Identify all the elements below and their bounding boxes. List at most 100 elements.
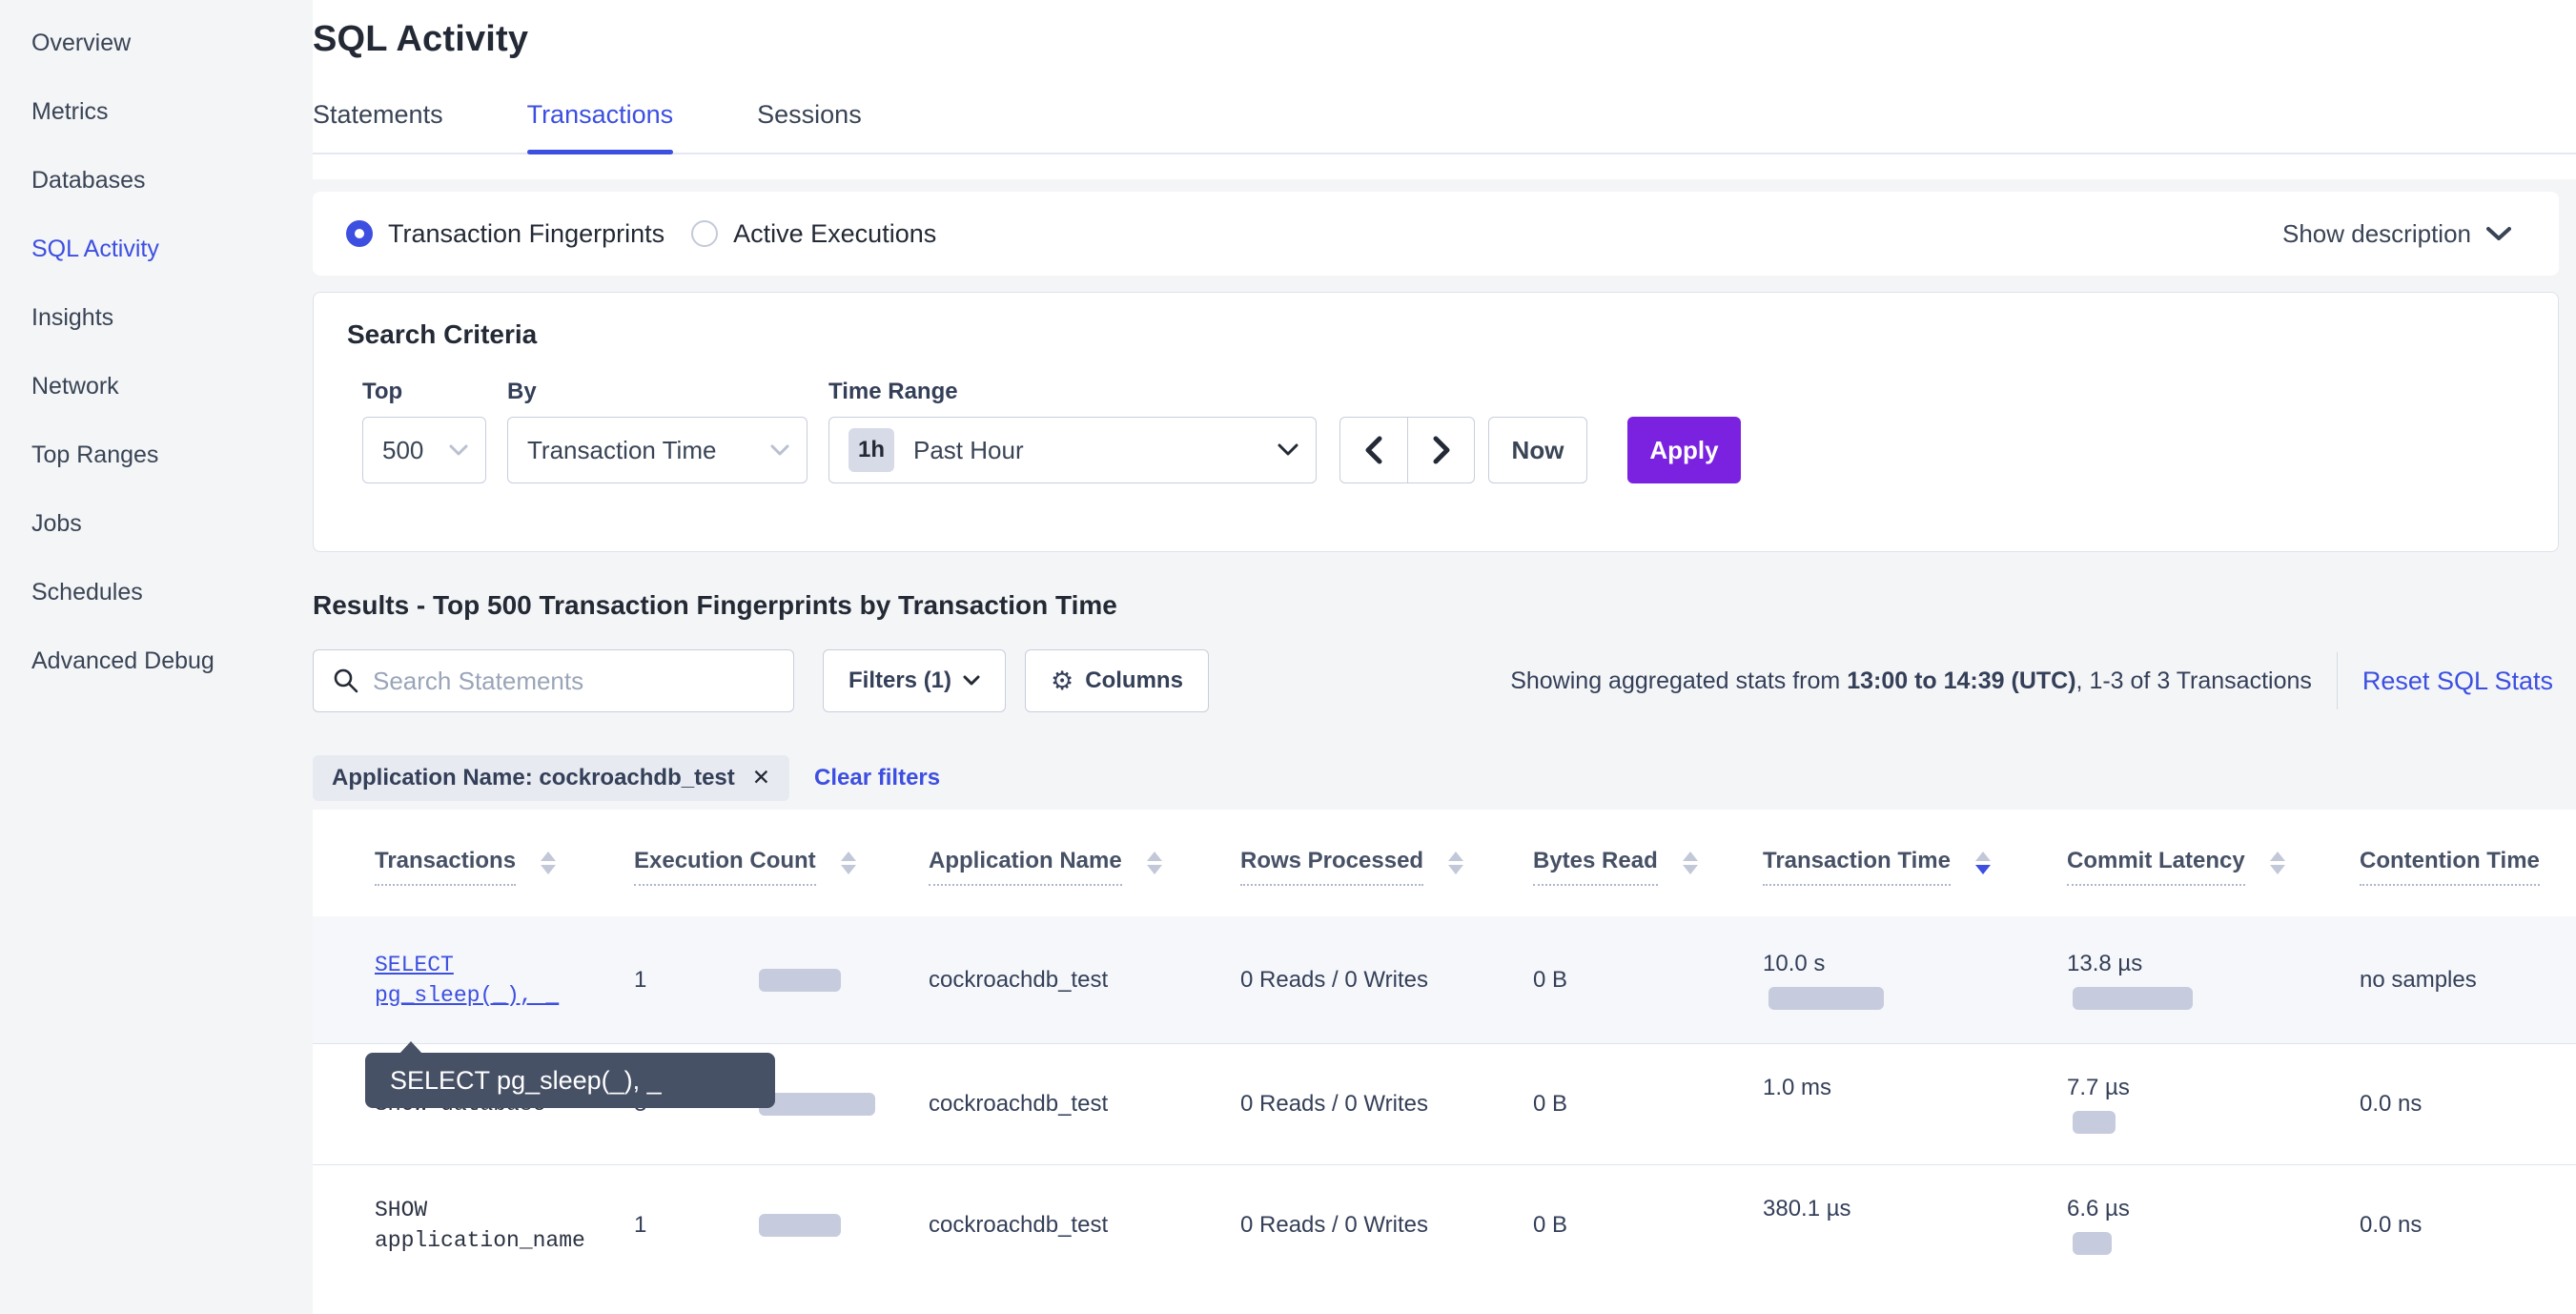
transaction-fingerprint-link[interactable]: SHOW application_name: [375, 1198, 585, 1253]
sort-icon[interactable]: [2269, 852, 2285, 874]
table-header-row: Transactions Execution Count Application…: [313, 810, 2576, 916]
sidebar-item-top-ranges[interactable]: Top Ranges: [31, 441, 159, 468]
query-tooltip: SELECT pg_sleep(_), _: [365, 1041, 775, 1108]
table-row[interactable]: SHOW application_name 1 cockroachdb_test…: [313, 1164, 2576, 1285]
execution-count-bar: [759, 1214, 841, 1237]
execution-count-value: 1: [634, 1212, 647, 1238]
show-description-toggle[interactable]: Show description: [2282, 219, 2511, 249]
page-title: SQL Activity: [313, 19, 529, 59]
sort-icon[interactable]: [1682, 852, 1698, 874]
column-label: Application Name: [929, 848, 1122, 886]
execution-count-bar: [759, 968, 841, 992]
search-icon: [334, 668, 358, 693]
chevron-down-icon: [2486, 227, 2511, 240]
time-range-select[interactable]: 1h Past Hour: [828, 417, 1317, 483]
filter-chip-label: Application Name: cockroachdb_test: [332, 765, 735, 790]
results-toolbar: Filters (1) ⚙ Columns Showing aggregated…: [313, 649, 2553, 712]
tab-sessions[interactable]: Sessions: [757, 100, 862, 129]
bytes-read-value: 0 B: [1533, 1212, 1568, 1238]
sidebar: Overview Metrics Databases SQL Activity …: [0, 0, 313, 1314]
results-heading: Results - Top 500 Transaction Fingerprin…: [313, 590, 1117, 620]
vertical-divider: [2336, 652, 2338, 709]
column-label: Transactions: [375, 848, 517, 886]
sidebar-item-sql-activity[interactable]: SQL Activity: [31, 235, 159, 262]
top-label: Top: [362, 379, 403, 404]
chevron-left-icon: [1365, 436, 1382, 464]
commit-latency-value: 6.6 µs: [2067, 1196, 2130, 1222]
commit-latency-bar: [2073, 986, 2193, 1010]
sort-icon-desc-active[interactable]: [1974, 852, 1991, 874]
columns-label: Columns: [1085, 667, 1183, 693]
application-name-value: cockroachdb_test: [929, 1212, 1109, 1238]
top-value: 500: [382, 435, 424, 464]
column-header-transactions[interactable]: Transactions: [313, 848, 634, 916]
transaction-time-value: 10.0 s: [1763, 950, 1826, 976]
aggregated-stats-text: Showing aggregated stats from 13:00 to 1…: [1510, 667, 2312, 695]
sort-icon[interactable]: [1448, 852, 1464, 874]
page-header: SQL Activity Statements Transactions Ses…: [313, 0, 2576, 179]
sort-icon[interactable]: [840, 852, 856, 874]
search-criteria-card: Search Criteria Top 500 By Transaction T…: [313, 292, 2559, 552]
application-name-value: cockroachdb_test: [929, 966, 1109, 993]
search-criteria-heading: Search Criteria: [347, 319, 538, 349]
filters-button[interactable]: Filters (1): [823, 649, 1007, 712]
rows-processed-value: 0 Reads / 0 Writes: [1240, 1091, 1428, 1117]
radio-selected-icon: [346, 220, 373, 247]
execution-count-value: 1: [634, 966, 647, 993]
sidebar-item-overview[interactable]: Overview: [31, 29, 132, 56]
tab-statements[interactable]: Statements: [313, 100, 443, 129]
radio-transaction-fingerprints[interactable]: Transaction Fingerprints: [346, 219, 664, 249]
close-icon[interactable]: ✕: [751, 766, 771, 790]
application-name-value: cockroachdb_test: [929, 1091, 1109, 1117]
next-time-button[interactable]: [1407, 418, 1474, 482]
clear-filters-link[interactable]: Clear filters: [814, 765, 941, 790]
time-range-field: Time Range 1h Past Hour: [828, 379, 1317, 483]
column-header-transaction-time[interactable]: Transaction Time: [1763, 848, 2067, 916]
sidebar-item-advanced-debug[interactable]: Advanced Debug: [31, 647, 215, 674]
active-filters-row: Application Name: cockroachdb_test ✕ Cle…: [313, 755, 2576, 801]
sidebar-item-network[interactable]: Network: [31, 372, 119, 400]
main-content: SQL Activity Statements Transactions Ses…: [313, 0, 2576, 1314]
tab-transactions[interactable]: Transactions: [526, 100, 673, 154]
column-header-commit-latency[interactable]: Commit Latency: [2067, 848, 2360, 916]
column-header-bytes-read[interactable]: Bytes Read: [1533, 848, 1763, 916]
columns-button[interactable]: ⚙ Columns: [1025, 649, 1209, 712]
stats-suffix: , 1-3 of 3 Transactions: [2075, 667, 2312, 694]
radio-active-executions[interactable]: Active Executions: [691, 219, 936, 249]
apply-button[interactable]: Apply: [1627, 417, 1741, 483]
column-header-rows-processed[interactable]: Rows Processed: [1240, 848, 1533, 916]
column-header-execution-count[interactable]: Execution Count: [634, 848, 929, 916]
table-row[interactable]: SELECT pg_sleep(_), _ 1 cockroachdb_test…: [313, 916, 2576, 1043]
column-label: Commit Latency: [2067, 848, 2245, 886]
chevron-down-icon: [449, 444, 468, 455]
transaction-time-bar: [1768, 986, 1884, 1010]
commit-latency-value: 7.7 µs: [2067, 1075, 2130, 1100]
sidebar-item-schedules[interactable]: Schedules: [31, 578, 143, 606]
reset-sql-stats-link[interactable]: Reset SQL Stats: [2361, 666, 2553, 695]
sort-icon[interactable]: [1146, 852, 1162, 874]
now-button[interactable]: Now: [1488, 417, 1587, 483]
sort-icon[interactable]: [541, 852, 557, 874]
radio-label: Active Executions: [733, 218, 937, 248]
search-input[interactable]: [373, 666, 778, 696]
sidebar-item-jobs[interactable]: Jobs: [31, 509, 82, 537]
bytes-read-value: 0 B: [1533, 1091, 1568, 1117]
previous-time-button[interactable]: [1340, 418, 1407, 482]
by-select[interactable]: Transaction Time: [507, 417, 808, 483]
sidebar-item-databases[interactable]: Databases: [31, 166, 146, 194]
column-label: Execution Count: [634, 848, 816, 886]
by-value: Transaction Time: [527, 435, 717, 464]
column-header-contention-time[interactable]: Contention Time: [2360, 848, 2576, 916]
commit-latency-value: 13.8 µs: [2067, 950, 2143, 976]
top-select[interactable]: 500: [362, 417, 486, 483]
transaction-fingerprint-link[interactable]: SELECT pg_sleep(_), _: [375, 952, 560, 1008]
filter-chip-application-name[interactable]: Application Name: cockroachdb_test ✕: [313, 755, 790, 801]
sidebar-item-metrics[interactable]: Metrics: [31, 97, 109, 125]
column-header-application-name[interactable]: Application Name: [929, 848, 1240, 916]
stats-time-range: 13:00 to 14:39 (UTC): [1847, 667, 2076, 694]
transaction-time-value: 380.1 µs: [1763, 1196, 1851, 1222]
sidebar-item-insights[interactable]: Insights: [31, 303, 114, 331]
contention-time-value: 0.0 ns: [2360, 1212, 2423, 1238]
bytes-read-value: 0 B: [1533, 966, 1568, 993]
